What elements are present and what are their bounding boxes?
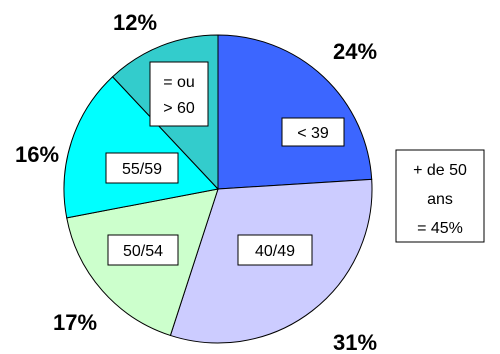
annotation-line-3: = 45% [417, 220, 463, 237]
category-label-boxes: < 39 40/49 50/54 55/59 = ou > 60 [105, 61, 345, 266]
annotation-frame [395, 149, 485, 243]
pie-slice [63, 76, 219, 219]
percent-labels: 24% 31% 17% 16% 12% [15, 10, 377, 354]
percent-label: 16% [15, 142, 59, 167]
category-label-frame [281, 117, 345, 147]
percent-label: 31% [333, 330, 377, 354]
category-label: < 39 [297, 125, 329, 142]
category-label: 55/59 [122, 161, 162, 178]
category-label: 50/54 [123, 243, 163, 260]
category-label-frame [105, 152, 179, 184]
annotation-box: + de 50 ans = 45% [395, 149, 485, 243]
category-label: 40/49 [255, 243, 295, 260]
percent-label: 24% [333, 39, 377, 64]
category-label: > 60 [163, 100, 195, 117]
category-label-frame [149, 61, 209, 127]
annotation-line-2: ans [427, 191, 453, 208]
percent-label: 12% [113, 10, 157, 35]
pie-slices [63, 34, 373, 344]
category-label-frame [107, 234, 179, 266]
percent-label: 17% [53, 310, 97, 335]
pie-slice [217, 34, 373, 190]
category-label: = ou [163, 74, 195, 91]
category-label-frame [237, 234, 313, 266]
annotation-line-1: + de 50 [413, 162, 467, 179]
